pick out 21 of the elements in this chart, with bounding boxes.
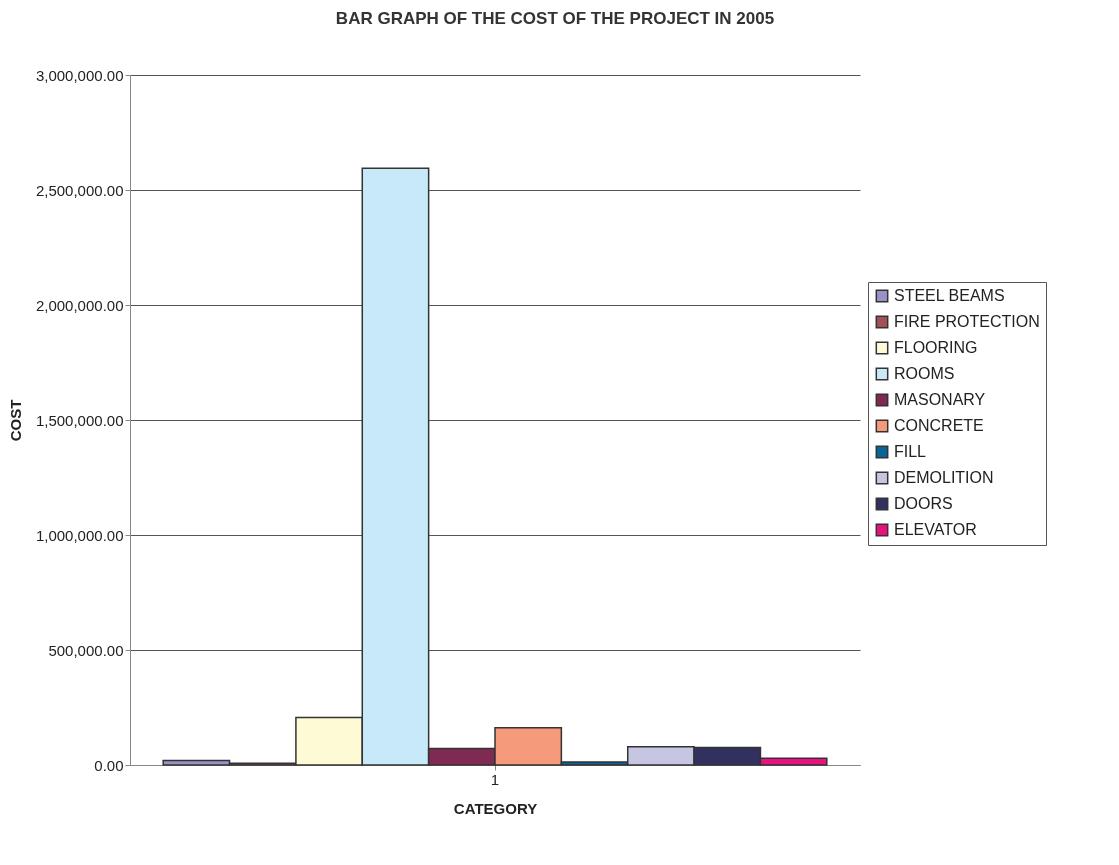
- y-tick-label: 3,000,000.00: [35, 66, 124, 84]
- legend-label: ELEVATOR: [894, 521, 977, 538]
- y-tick-label: 1,000,000.00: [35, 526, 124, 544]
- chart-title: BAR GRAPH OF THE COST OF THE PROJECT IN 2005: [335, 9, 775, 28]
- y-tick-label: 2,000,000.00: [35, 296, 124, 314]
- y-tick-label: 500,000.00: [48, 641, 124, 659]
- legend-label: FIRE PROTECTION: [894, 313, 1040, 330]
- legend-label: DOORS: [894, 495, 953, 512]
- legend-label: FLOORING: [894, 339, 978, 356]
- x-tick-label: 1: [490, 770, 500, 788]
- y-tick-label: 1,500,000.00: [35, 411, 124, 429]
- y-axis-title: COST: [6, 399, 24, 442]
- y-tick-label: 2,500,000.00: [35, 181, 124, 199]
- legend-label: FILL: [894, 443, 927, 460]
- x-axis-title: CATEGORY: [453, 799, 538, 817]
- legend-label: DEMOLITION: [894, 469, 994, 486]
- y-tick-label: 0.00: [94, 756, 124, 774]
- legend-label: ROOMS: [894, 365, 955, 382]
- legend-label: CONCRETE: [894, 417, 984, 434]
- legend-label: STEEL BEAMS: [894, 287, 1005, 304]
- legend-label: MASONARY: [894, 391, 986, 408]
